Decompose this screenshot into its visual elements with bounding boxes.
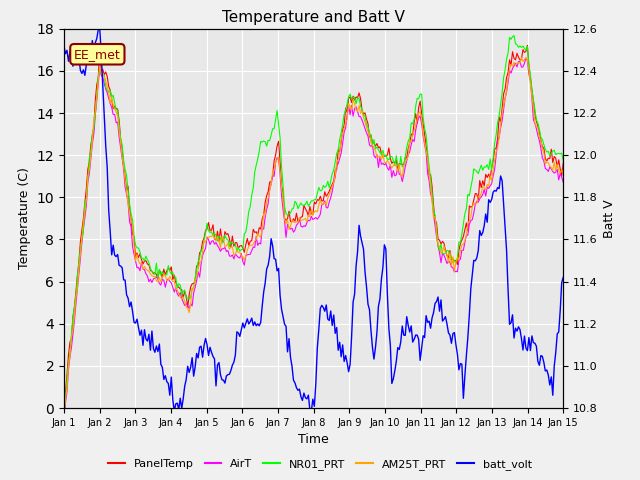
AirT xyxy=(468,216,476,222)
AirT xyxy=(559,180,567,185)
batt_volt xyxy=(170,408,178,414)
NR01_PRT xyxy=(66,351,74,357)
batt_volt xyxy=(472,258,479,264)
Legend: PanelTemp, AirT, NR01_PRT, AM25T_PRT, batt_volt: PanelTemp, AirT, NR01_PRT, AM25T_PRT, ba… xyxy=(104,455,536,474)
AirT xyxy=(170,289,178,295)
AirT xyxy=(209,238,217,243)
Line: PanelTemp: PanelTemp xyxy=(64,46,563,401)
PanelTemp xyxy=(340,122,348,128)
Line: NR01_PRT: NR01_PRT xyxy=(64,36,563,414)
PanelTemp xyxy=(60,398,68,404)
NR01_PRT xyxy=(170,274,178,280)
PanelTemp xyxy=(474,197,482,203)
NR01_PRT xyxy=(559,158,567,164)
AirT xyxy=(522,55,530,61)
batt_volt xyxy=(96,25,104,31)
batt_volt xyxy=(559,275,567,280)
AM25T_PRT xyxy=(559,171,567,177)
AM25T_PRT xyxy=(209,232,217,238)
NR01_PRT xyxy=(60,411,68,417)
NR01_PRT xyxy=(340,111,348,117)
batt_volt xyxy=(173,400,181,406)
Text: EE_met: EE_met xyxy=(74,48,121,61)
Line: batt_volt: batt_volt xyxy=(64,28,563,411)
Line: AM25T_PRT: AM25T_PRT xyxy=(64,58,563,414)
batt_volt xyxy=(212,383,220,389)
PanelTemp xyxy=(209,222,217,228)
X-axis label: Time: Time xyxy=(298,433,329,446)
AirT xyxy=(340,129,348,135)
Y-axis label: Temperature (C): Temperature (C) xyxy=(18,168,31,269)
Line: AirT: AirT xyxy=(64,58,563,424)
Title: Temperature and Batt V: Temperature and Batt V xyxy=(222,10,405,25)
AM25T_PRT xyxy=(60,411,68,417)
PanelTemp xyxy=(170,272,178,278)
NR01_PRT xyxy=(209,233,217,239)
batt_volt xyxy=(66,49,74,55)
NR01_PRT xyxy=(474,171,482,177)
AM25T_PRT xyxy=(468,204,476,210)
AM25T_PRT xyxy=(340,126,348,132)
AM25T_PRT xyxy=(474,193,482,199)
AirT xyxy=(474,200,482,205)
AirT xyxy=(66,354,74,360)
NR01_PRT xyxy=(510,33,518,38)
Y-axis label: Batt V: Batt V xyxy=(604,199,616,238)
AM25T_PRT xyxy=(170,278,178,284)
batt_volt xyxy=(343,360,351,365)
PanelTemp xyxy=(468,204,476,209)
AM25T_PRT xyxy=(522,55,530,60)
batt_volt xyxy=(60,43,68,49)
PanelTemp xyxy=(524,43,531,48)
PanelTemp xyxy=(66,339,74,345)
AirT xyxy=(60,421,68,427)
PanelTemp xyxy=(559,160,567,166)
AM25T_PRT xyxy=(66,353,74,359)
NR01_PRT xyxy=(468,177,476,183)
batt_volt xyxy=(477,233,485,239)
